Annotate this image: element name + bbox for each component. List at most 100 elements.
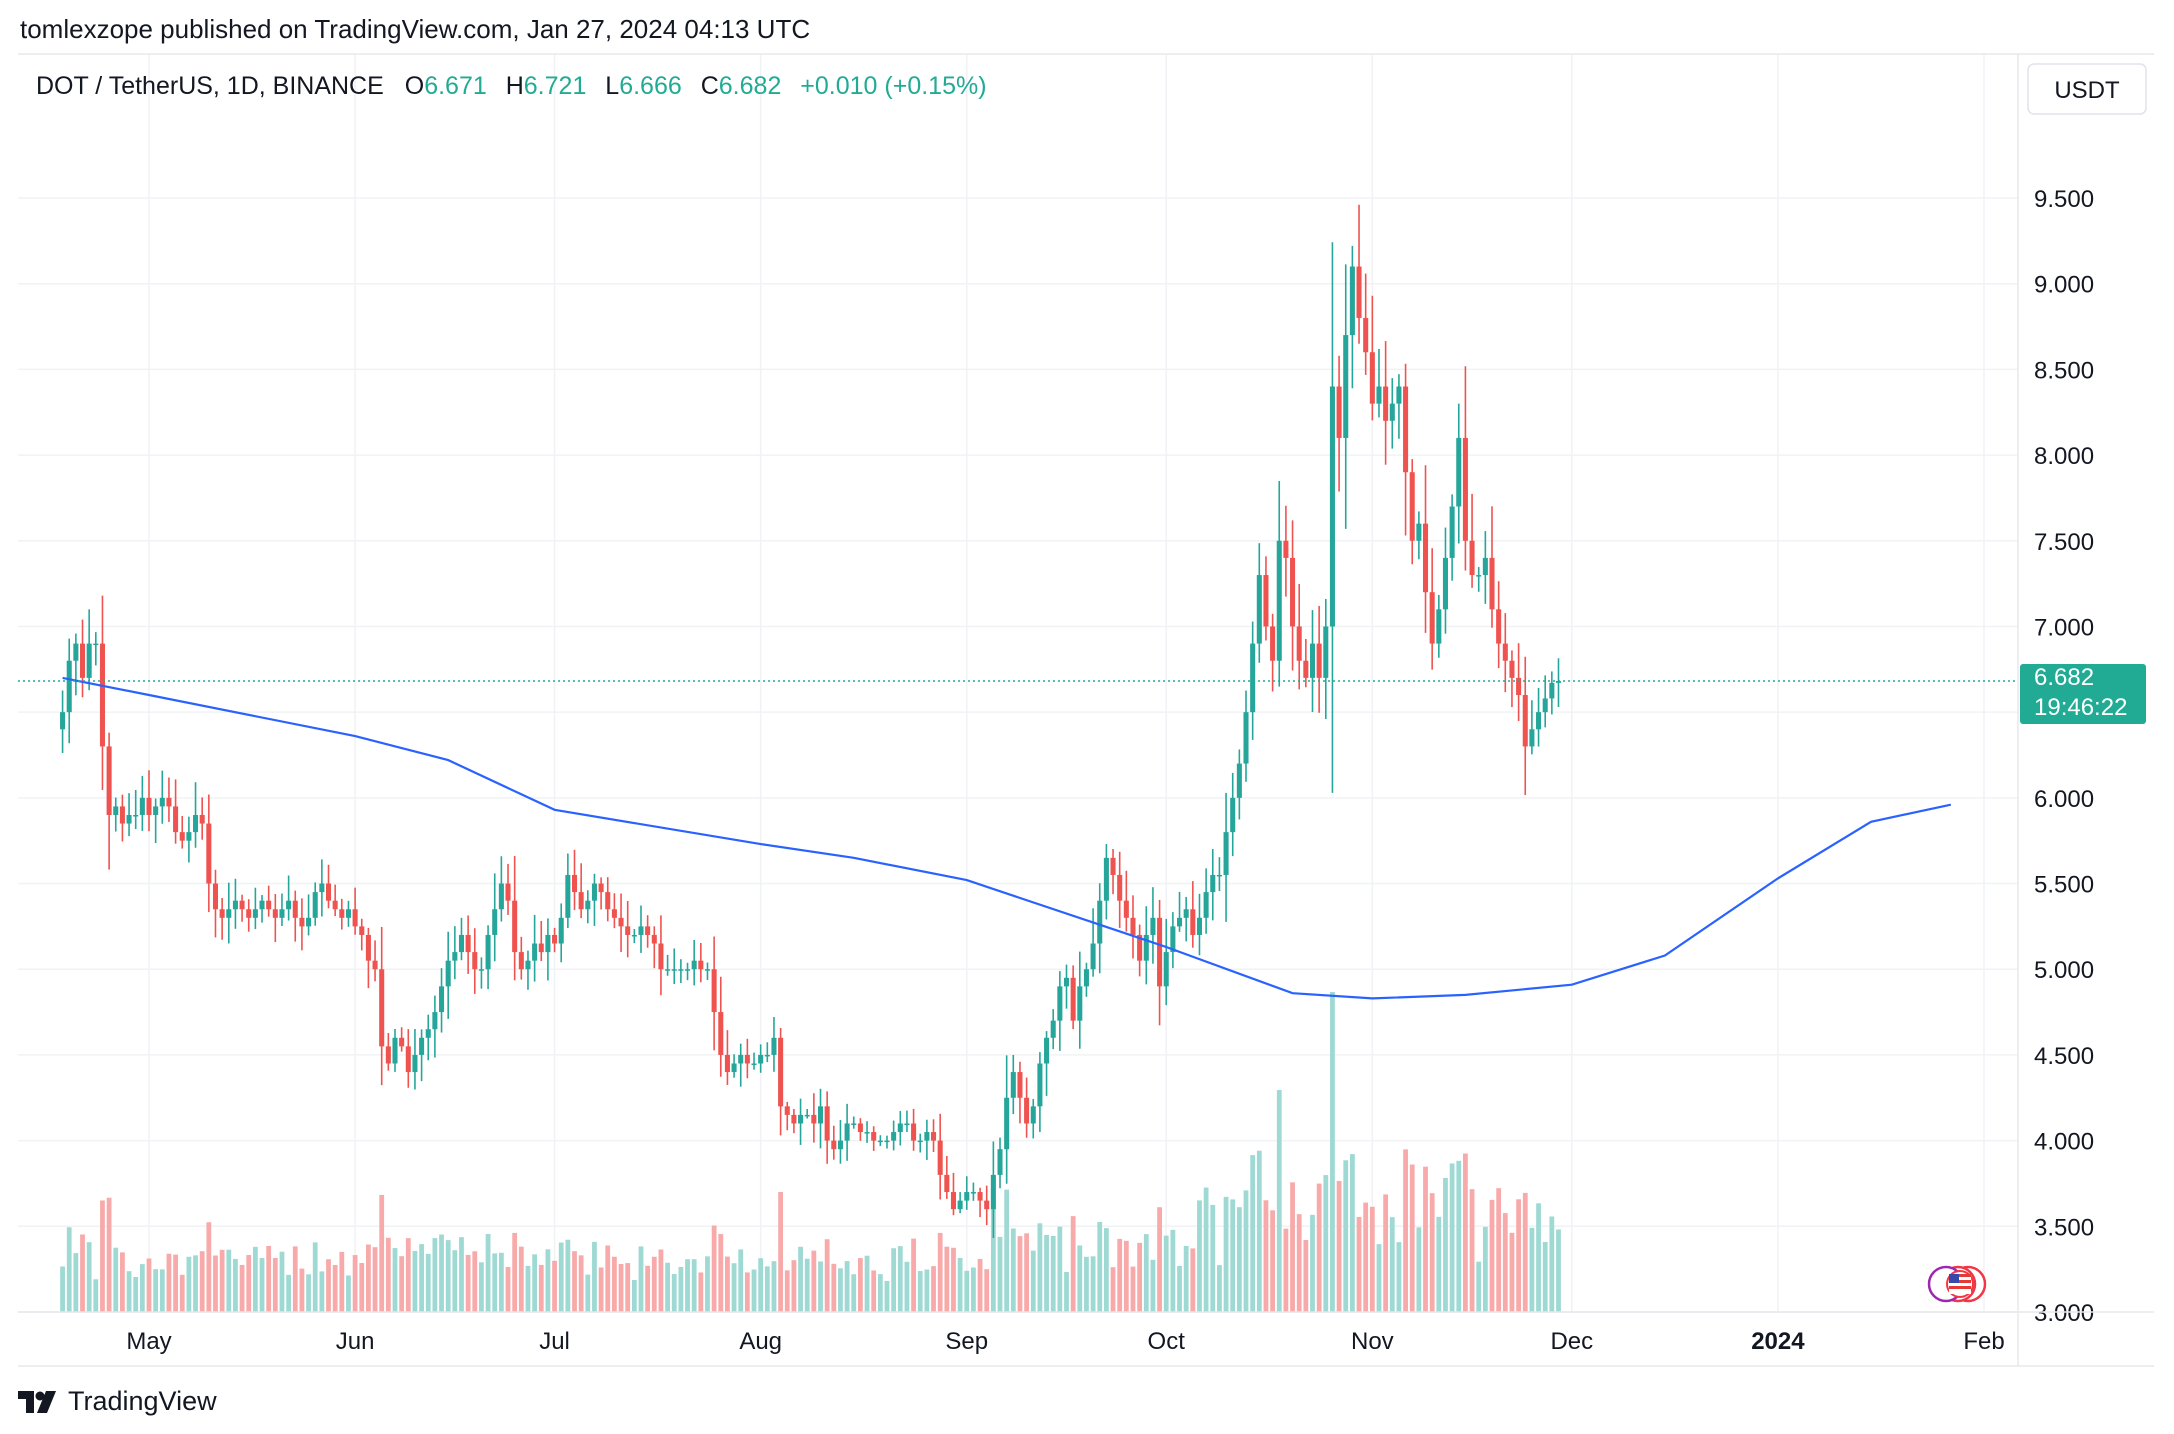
volume-bar bbox=[1403, 1149, 1408, 1312]
tradingview-brand: TradingView bbox=[68, 1386, 217, 1416]
candle-body bbox=[844, 1123, 850, 1141]
economic-events-icon[interactable] bbox=[1927, 1265, 1987, 1303]
volume-bar bbox=[518, 1246, 524, 1312]
candle-body bbox=[831, 1140, 837, 1150]
volume-bar bbox=[1163, 1235, 1169, 1312]
volume-bar bbox=[312, 1242, 318, 1312]
candle-body bbox=[93, 643, 99, 646]
legend-l-value: 6.666 bbox=[619, 72, 682, 100]
volume-bar bbox=[1117, 1238, 1123, 1312]
candle-body bbox=[744, 1054, 750, 1064]
volume-bar bbox=[651, 1256, 657, 1312]
candle-body bbox=[937, 1140, 943, 1175]
volume-bar bbox=[332, 1264, 338, 1312]
volume-bar bbox=[811, 1250, 817, 1312]
candle-body bbox=[139, 797, 145, 815]
candle-body bbox=[565, 874, 571, 918]
volume-bar bbox=[1516, 1199, 1521, 1312]
volume-bar bbox=[385, 1237, 391, 1312]
candle-body bbox=[578, 892, 584, 910]
volume-bar bbox=[1416, 1227, 1422, 1312]
volume-bar bbox=[425, 1253, 431, 1312]
y-tick-label: 4.500 bbox=[2034, 1043, 2094, 1070]
currency-button[interactable]: USDT bbox=[2027, 63, 2147, 115]
volume-bar bbox=[1529, 1227, 1535, 1312]
volume-bar bbox=[984, 1269, 990, 1312]
volume-bar bbox=[1363, 1202, 1369, 1312]
candle-body bbox=[365, 934, 371, 961]
volume-bar bbox=[1057, 1226, 1063, 1312]
volume-bar bbox=[1283, 1228, 1289, 1312]
candle-body bbox=[345, 909, 351, 918]
volume-bar bbox=[1123, 1240, 1129, 1312]
candle-body bbox=[518, 952, 524, 970]
x-tick-label: Oct bbox=[1148, 1328, 1186, 1355]
volume-bar bbox=[552, 1260, 557, 1312]
volume-bar bbox=[1097, 1221, 1103, 1312]
volume-bar bbox=[705, 1256, 710, 1312]
candle-body bbox=[472, 952, 478, 970]
candle-body bbox=[1210, 874, 1216, 893]
volume-bar bbox=[1456, 1160, 1462, 1312]
volume-bar bbox=[292, 1246, 298, 1312]
candle-body bbox=[1555, 680, 1562, 683]
candle-body bbox=[804, 1114, 810, 1117]
candle-body bbox=[1303, 660, 1309, 678]
volume-bar bbox=[638, 1246, 644, 1312]
candle-body bbox=[299, 917, 305, 927]
candle-body bbox=[1250, 643, 1256, 713]
volume-bar bbox=[272, 1257, 278, 1312]
candle-body bbox=[1010, 1072, 1016, 1098]
legend-o-value: 6.671 bbox=[424, 72, 487, 100]
candle-body bbox=[1276, 540, 1282, 661]
volume-bar bbox=[1183, 1245, 1189, 1312]
candle-body bbox=[73, 643, 79, 661]
volume-bar bbox=[246, 1255, 252, 1312]
tradingview-logo[interactable]: TradingView bbox=[18, 1386, 217, 1417]
candle-body bbox=[1422, 523, 1429, 593]
volume-bar bbox=[126, 1271, 132, 1312]
volume-bar bbox=[1024, 1233, 1030, 1312]
y-tick-label: 4.000 bbox=[2034, 1129, 2094, 1156]
candle-body bbox=[1476, 575, 1482, 577]
candle-body bbox=[206, 823, 212, 884]
volume-bar bbox=[1103, 1228, 1109, 1312]
volume-bar bbox=[917, 1271, 923, 1312]
candle-body bbox=[638, 926, 644, 935]
candle-body bbox=[385, 1046, 391, 1064]
volume-bar bbox=[997, 1236, 1003, 1312]
candle-body bbox=[1363, 317, 1369, 353]
candle-body bbox=[1050, 1020, 1056, 1038]
x-tick-label: Jun bbox=[336, 1328, 375, 1355]
publisher-line: tomlexzope published on TradingView.com,… bbox=[20, 14, 811, 44]
candle-body bbox=[79, 643, 86, 678]
candle-body bbox=[1263, 575, 1269, 627]
candle-body bbox=[419, 1037, 425, 1055]
volume-bar bbox=[671, 1273, 677, 1312]
candle-body bbox=[1090, 943, 1096, 970]
candle-body bbox=[864, 1132, 870, 1134]
volume-bar bbox=[1130, 1266, 1136, 1312]
volume-bar bbox=[931, 1266, 936, 1312]
candle-body bbox=[738, 1054, 744, 1064]
volume-bar bbox=[758, 1258, 764, 1312]
candle-body bbox=[1309, 643, 1316, 678]
candle-body bbox=[611, 909, 617, 918]
candle-body bbox=[618, 917, 624, 927]
volume-bar bbox=[1409, 1164, 1415, 1312]
candle-body bbox=[671, 969, 677, 971]
candle-body bbox=[824, 1106, 830, 1141]
candle-body bbox=[505, 883, 511, 901]
candle-body bbox=[552, 934, 558, 944]
volume-bar bbox=[824, 1239, 830, 1312]
candle-body bbox=[66, 660, 72, 713]
volume-bar bbox=[1177, 1265, 1182, 1312]
volume-bar bbox=[618, 1264, 624, 1312]
candle-body bbox=[1356, 266, 1362, 318]
candle-body bbox=[1283, 540, 1289, 558]
volume-bar bbox=[545, 1249, 551, 1312]
legend-symbol: DOT / TetherUS, 1D, BINANCE bbox=[36, 72, 384, 100]
candle-body bbox=[724, 1054, 730, 1073]
candle-body bbox=[1290, 557, 1296, 627]
